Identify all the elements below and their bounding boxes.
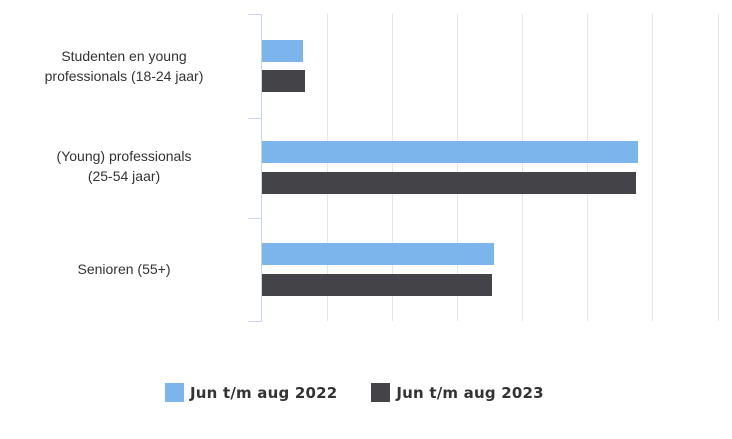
legend-label: Jun t/m aug 2022 [190, 383, 338, 402]
category-label-line: Studenten en young [61, 48, 187, 64]
category-label-line: (Young) professionals [56, 148, 192, 164]
plot-area [262, 14, 720, 321]
legend-label: Jun t/m aug 2023 [396, 383, 544, 402]
category-label-students: Studenten en young professionals (18-24 … [4, 46, 244, 86]
gridline [718, 14, 719, 321]
bar-2022-seniors[interactable] [262, 243, 494, 265]
bar-2022-young-professionals[interactable] [262, 141, 639, 163]
gridline [587, 14, 588, 321]
legend-item-2022[interactable]: Jun t/m aug 2022 [165, 383, 337, 402]
y-axis-line [261, 14, 262, 322]
gridline [652, 14, 653, 321]
bar-2023-young-professionals[interactable] [262, 172, 637, 194]
category-label-seniors: Senioren (55+) [4, 259, 244, 279]
bar-2022-students[interactable] [262, 40, 304, 62]
legend-swatch-icon [165, 383, 184, 402]
gridline [327, 14, 328, 321]
y-axis-tick [248, 321, 262, 322]
legend: Jun t/m aug 2022 Jun t/m aug 2023 [165, 383, 544, 402]
category-label-young-professionals: (Young) professionals (25-54 jaar) [4, 146, 244, 186]
gridline [392, 14, 393, 321]
gridline [457, 14, 458, 321]
legend-item-2023[interactable]: Jun t/m aug 2023 [371, 383, 544, 402]
gridline [522, 14, 523, 321]
category-label-line: (25-54 jaar) [87, 168, 161, 184]
bar-2023-seniors[interactable] [262, 274, 492, 296]
y-axis-tick [248, 14, 262, 15]
bar-2023-students[interactable] [262, 70, 306, 92]
y-axis-tick [248, 218, 262, 219]
legend-swatch-icon [371, 383, 391, 402]
category-label-line: professionals (18-24 jaar) [44, 68, 204, 84]
y-axis-tick [248, 118, 262, 119]
category-label-line: Senioren (55+) [77, 261, 171, 277]
